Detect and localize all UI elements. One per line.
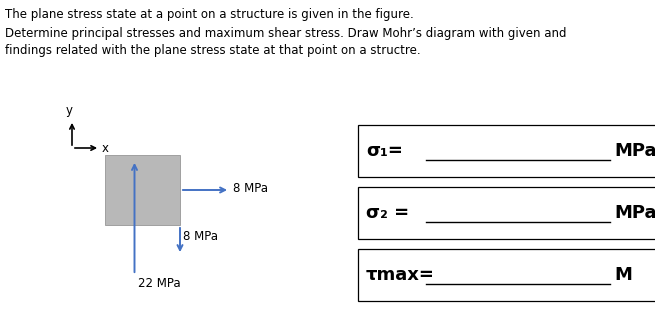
Text: findings related with the plane stress state at that point on a structre.: findings related with the plane stress s… — [5, 44, 421, 57]
Text: The plane stress state at a point on a structure is given in the figure.: The plane stress state at a point on a s… — [5, 8, 414, 21]
Text: Determine principal stresses and maximum shear stress. Draw Mohr’s diagram with : Determine principal stresses and maximum… — [5, 27, 567, 40]
Text: MPa: MPa — [614, 204, 655, 222]
Text: 8 MPa: 8 MPa — [233, 183, 268, 196]
Bar — [105, 155, 180, 225]
Text: τmax=: τmax= — [366, 266, 435, 284]
Text: MPa: MPa — [614, 142, 655, 160]
Text: σ₁=: σ₁= — [366, 142, 403, 160]
Bar — [358, 249, 655, 301]
Text: x: x — [102, 143, 109, 155]
Bar — [358, 187, 655, 239]
Text: M: M — [614, 266, 632, 284]
Text: 8 MPa: 8 MPa — [183, 230, 218, 244]
Bar — [358, 125, 655, 177]
Text: σ₂ =: σ₂ = — [366, 204, 409, 222]
Text: y: y — [66, 104, 73, 117]
Text: 22 MPa: 22 MPa — [138, 277, 181, 290]
